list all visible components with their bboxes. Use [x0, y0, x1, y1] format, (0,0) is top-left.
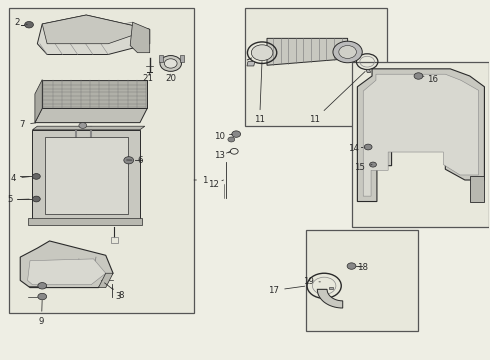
- Polygon shape: [318, 289, 343, 308]
- Text: 6: 6: [126, 156, 143, 165]
- Text: 15: 15: [354, 163, 372, 172]
- Text: 13: 13: [215, 151, 230, 160]
- Text: 16: 16: [423, 75, 438, 84]
- Circle shape: [164, 59, 177, 68]
- Polygon shape: [357, 69, 485, 202]
- Circle shape: [339, 45, 356, 58]
- Polygon shape: [32, 126, 145, 130]
- Text: 7: 7: [20, 120, 36, 129]
- Text: 14: 14: [348, 144, 365, 153]
- Text: 12: 12: [208, 180, 223, 189]
- Circle shape: [32, 196, 40, 202]
- Polygon shape: [45, 137, 128, 214]
- Circle shape: [333, 41, 362, 63]
- Polygon shape: [27, 259, 106, 285]
- Circle shape: [38, 283, 47, 289]
- Text: 1: 1: [194, 176, 207, 185]
- Polygon shape: [27, 218, 143, 225]
- Text: 19: 19: [302, 277, 320, 286]
- Text: 17: 17: [268, 286, 305, 295]
- Polygon shape: [363, 74, 479, 196]
- Bar: [9, 8, 194, 313]
- Bar: [245, 8, 387, 126]
- Text: 5: 5: [7, 195, 29, 204]
- Polygon shape: [20, 241, 113, 288]
- Text: 4: 4: [11, 174, 29, 183]
- Polygon shape: [37, 15, 150, 54]
- Polygon shape: [130, 22, 150, 53]
- Text: 9: 9: [39, 300, 44, 326]
- Circle shape: [24, 22, 33, 28]
- Circle shape: [160, 55, 181, 71]
- Polygon shape: [42, 15, 150, 44]
- Text: 21: 21: [143, 73, 154, 83]
- Polygon shape: [247, 62, 255, 66]
- Text: 20: 20: [165, 74, 176, 83]
- Polygon shape: [267, 39, 347, 65]
- Bar: [180, 55, 184, 62]
- Circle shape: [347, 263, 356, 269]
- Circle shape: [251, 45, 273, 60]
- Text: 8: 8: [104, 283, 123, 300]
- Circle shape: [124, 157, 134, 164]
- Bar: [159, 55, 163, 62]
- Text: 2: 2: [15, 18, 27, 27]
- Text: 3: 3: [112, 288, 121, 301]
- Text: 11: 11: [254, 62, 265, 124]
- Bar: [352, 62, 490, 226]
- Circle shape: [232, 131, 241, 137]
- Bar: [329, 287, 333, 289]
- Polygon shape: [35, 80, 42, 123]
- Polygon shape: [366, 69, 370, 72]
- Bar: [306, 230, 418, 330]
- Polygon shape: [32, 130, 140, 220]
- Text: 11: 11: [309, 72, 365, 124]
- Text: 10: 10: [215, 132, 232, 141]
- Circle shape: [369, 162, 376, 167]
- Bar: [42, 80, 147, 108]
- Circle shape: [32, 174, 40, 179]
- Polygon shape: [470, 176, 485, 202]
- Circle shape: [79, 123, 87, 129]
- Circle shape: [364, 144, 372, 150]
- Circle shape: [228, 137, 235, 142]
- Polygon shape: [35, 108, 147, 123]
- Text: 18: 18: [357, 263, 368, 272]
- Circle shape: [38, 293, 47, 300]
- Polygon shape: [98, 273, 113, 288]
- Circle shape: [414, 73, 423, 79]
